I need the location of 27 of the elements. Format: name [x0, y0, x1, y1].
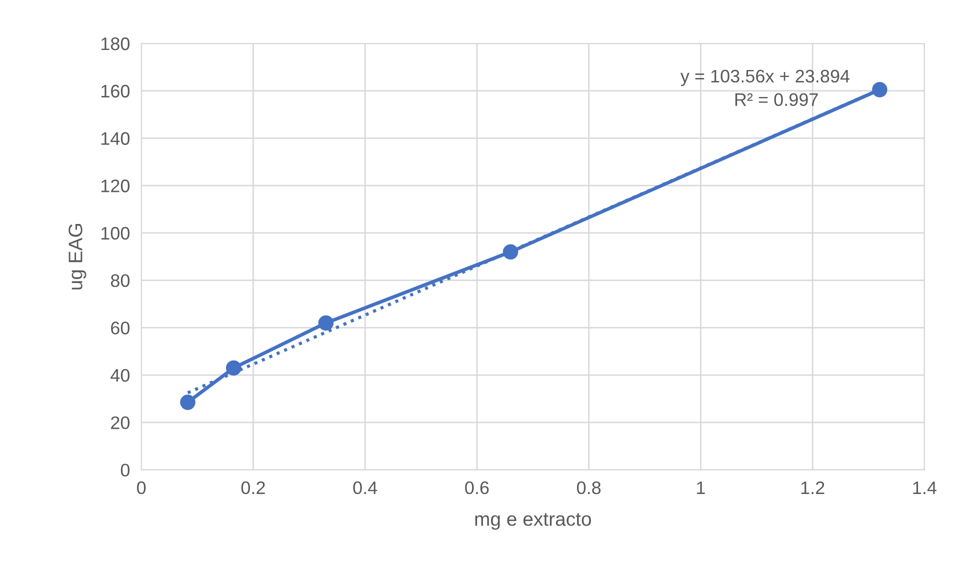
x-tick-label: 0.6: [465, 481, 489, 494]
point: [180, 394, 196, 410]
point: [226, 360, 242, 376]
y-tick-label: 60: [111, 322, 130, 334]
x-tick-label: 0.2: [241, 481, 265, 494]
y-tick-label: 0: [120, 464, 130, 477]
point: [318, 315, 334, 331]
y-tick-label: 140: [101, 132, 130, 145]
point: [872, 82, 888, 98]
x-tick-label: 1: [697, 482, 705, 494]
x-tick-label: 0.4: [353, 481, 378, 494]
x-tick-label: 0.8: [576, 481, 601, 494]
annotation: R² = 0.997: [735, 93, 818, 106]
y-tick-label: 160: [101, 84, 130, 98]
y-tick-label: 40: [110, 369, 130, 382]
x-axis-title: mg e extracto: [475, 513, 591, 530]
y-tick-label: 180: [101, 37, 130, 50]
y-tick-label: 20: [111, 416, 130, 430]
y-tick-label: 80: [110, 274, 130, 288]
x-tick-label: 1.2: [801, 481, 824, 494]
y-tick-label: 120: [101, 180, 130, 192]
point: [502, 244, 518, 260]
x-tick-label: 0: [137, 481, 146, 494]
annotation: y = 103.56x + 23.894: [680, 70, 850, 86]
x-tick-label: 1.4: [913, 482, 936, 494]
y-tick-label: 100: [101, 226, 130, 240]
y-axis-title: ug EAG: [68, 224, 86, 290]
